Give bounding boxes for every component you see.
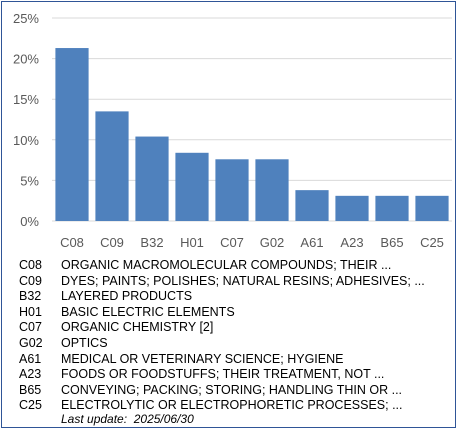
bar xyxy=(95,111,129,221)
x-tick-label: C08 xyxy=(60,235,84,250)
legend-code: C09 xyxy=(19,273,42,288)
legend-code: C08 xyxy=(19,258,42,272)
bar xyxy=(255,159,289,221)
x-tick-label: B32 xyxy=(140,235,163,250)
bar xyxy=(135,136,169,221)
legend-desc: BASIC ELECTRIC ELEMENTS xyxy=(61,304,235,319)
legend-code: B65 xyxy=(19,382,42,397)
legend-row: B32 LAYERED PRODUCTS xyxy=(19,289,449,305)
bar xyxy=(335,195,369,221)
legend-desc: OPTICS xyxy=(61,335,108,350)
y-tick-label: 10% xyxy=(13,133,39,148)
legend-row: C08 ORGANIC MACROMOLECULAR COMPOUNDS; THE… xyxy=(19,258,449,274)
x-tick-label: B65 xyxy=(380,235,403,250)
y-tick-label: 15% xyxy=(13,92,39,107)
y-tick-label: 20% xyxy=(13,52,39,67)
bar xyxy=(55,48,89,221)
legend: C08 ORGANIC MACROMOLECULAR COMPOUNDS; THE… xyxy=(19,258,449,414)
legend-code: B32 xyxy=(19,289,42,304)
y-tick-label: 5% xyxy=(20,173,39,188)
bar xyxy=(375,195,409,221)
y-tick-label: 25% xyxy=(13,11,39,26)
bar xyxy=(415,195,449,221)
legend-code: A61 xyxy=(19,351,42,366)
x-tick-label: A23 xyxy=(340,235,363,250)
bar xyxy=(215,159,249,221)
legend-row: C07 ORGANIC CHEMISTRY [2] xyxy=(19,320,449,336)
bar xyxy=(175,152,209,221)
x-tick-label: G02 xyxy=(260,235,285,250)
legend-desc: CONVEYING; PACKING; STORING; HANDLING TH… xyxy=(61,382,403,397)
last-update-text: Last update: 2025/06/30 xyxy=(61,412,194,426)
y-tick-label: 0% xyxy=(20,214,39,229)
legend-desc: ORGANIC MACROMOLECULAR COMPOUNDS; THEIR … xyxy=(61,258,392,272)
legend-desc: DYES; PAINTS; POLISHES; NATURAL RESINS; … xyxy=(61,273,425,288)
bar xyxy=(295,190,329,221)
legend-row: C25 ELECTROLYTIC OR ELECTROPHORETIC PROCE… xyxy=(19,398,449,414)
legend-code: A23 xyxy=(19,367,42,382)
x-tick-label: C25 xyxy=(420,235,444,250)
legend-desc: MEDICAL OR VETERINARY SCIENCE; HYGIENE xyxy=(61,351,344,366)
x-tick-label: C09 xyxy=(100,235,124,250)
legend-code: G02 xyxy=(19,335,43,350)
legend-row: C09 DYES; PAINTS; POLISHES; NATURAL RESIN… xyxy=(19,274,449,290)
legend-code: H01 xyxy=(19,304,42,319)
legend-row: G02 OPTICS xyxy=(19,336,449,352)
legend-desc: LAYERED PRODUCTS xyxy=(61,289,193,304)
x-tick-label: H01 xyxy=(180,235,204,250)
legend-code: C25 xyxy=(19,398,42,413)
x-tick-label: C07 xyxy=(220,235,244,250)
legend-desc: ORGANIC CHEMISTRY [2] xyxy=(61,320,214,335)
x-tick-label: A61 xyxy=(300,235,323,250)
legend-row: H01 BASIC ELECTRIC ELEMENTS xyxy=(19,305,449,321)
legend-desc: FOODS OR FOODSTUFFS; THEIR TREATMENT, NO… xyxy=(61,367,385,382)
legend-row: B65 CONVEYING; PACKING; STORING; HANDLING… xyxy=(19,383,449,399)
legend-desc: ELECTROLYTIC OR ELECTROPHORETIC PROCESSE… xyxy=(61,398,403,413)
legend-row: A23 FOODS OR FOODSTUFFS; THEIR TREATMENT,… xyxy=(19,367,449,383)
legend-code: C07 xyxy=(19,320,42,335)
bar-chart: 0% 5% 10% 15% 20% 25% C08 C09 B32 H01 C07 G02 A61 A23… xyxy=(13,11,452,250)
legend-row: A61 MEDICAL OR VETERINARY SCIENCE; HYGIEN… xyxy=(19,352,449,368)
